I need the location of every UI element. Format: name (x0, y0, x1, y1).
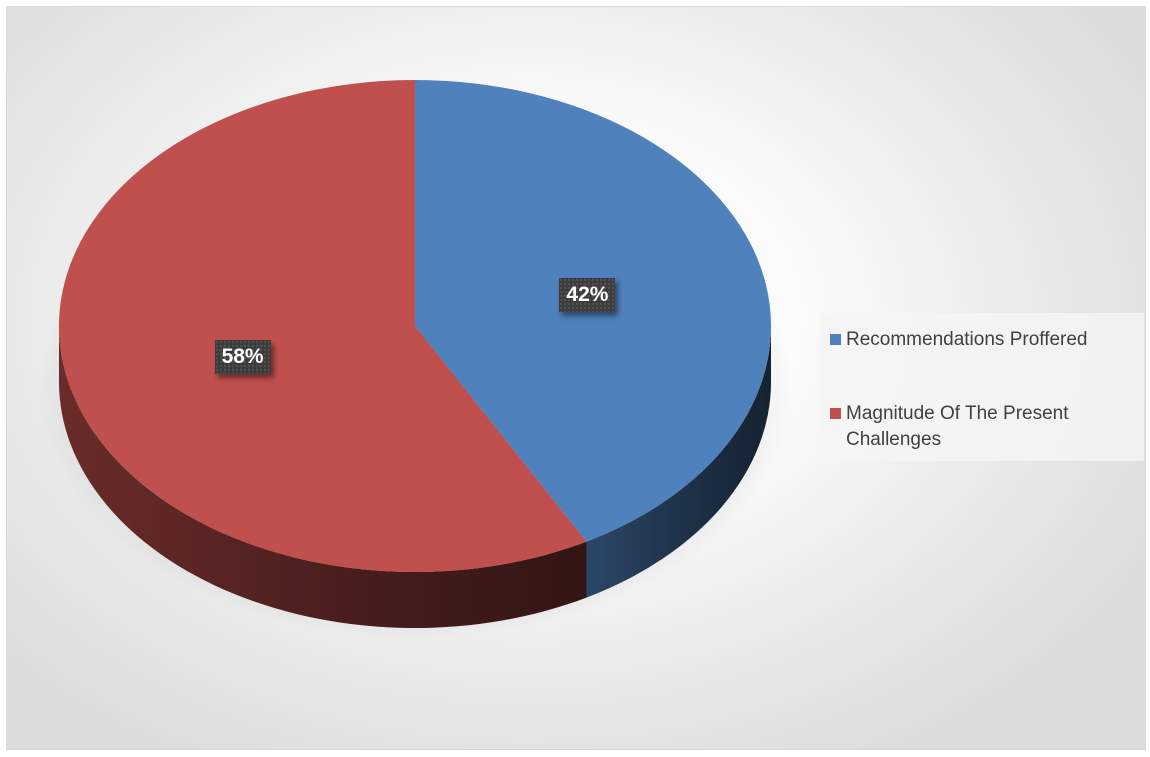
legend-swatch-recommendations (830, 334, 841, 345)
chart-area: 42% 58% Recommendations Proffered Magnit… (6, 6, 1146, 750)
pie-side-recommendations (586, 326, 771, 598)
legend-swatch-magnitude (830, 408, 841, 419)
legend-label-magnitude: Magnitude Of The Present Challenges (846, 403, 1069, 450)
data-label-magnitude: 58% (214, 339, 271, 374)
data-label-recommendations: 42% (559, 278, 616, 313)
legend: Recommendations Proffered Magnitude Of T… (820, 313, 1144, 461)
pie-slice-magnitude (59, 80, 587, 572)
legend-label-recommendations: Recommendations Proffered (846, 329, 1088, 350)
legend-item-recommendations: Recommendations Proffered (830, 327, 1136, 353)
legend-item-magnitude: Magnitude Of The Present Challenges (830, 401, 1136, 453)
pie-side-magnitude (59, 326, 587, 629)
